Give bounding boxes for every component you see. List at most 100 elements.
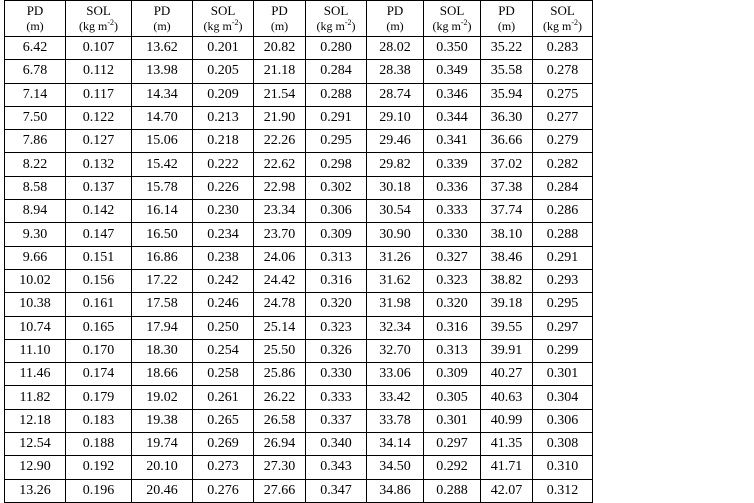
pd-cell: 27.66 — [253, 478, 306, 503]
table-row: 8.22 0.132 15.42 0.222 22.62 0.298 29.82 0.339 3… — [4, 152, 593, 177]
sol-cell: 0.254 — [192, 338, 254, 364]
header-sol-unit-exponent: -2 — [571, 18, 578, 27]
sol-cell: 0.261 — [192, 385, 254, 410]
pd-cell: 11.46 — [4, 362, 66, 387]
pd-cell: 40.63 — [480, 385, 533, 410]
pd-cell: 39.55 — [480, 315, 533, 340]
pd-cell: 25.14 — [253, 315, 306, 340]
header-pd: PD (m) — [480, 0, 533, 37]
table-row: 7.50 0.122 14.70 0.213 21.90 0.291 29.10 0.344 3… — [4, 105, 593, 131]
table-row: 9.66 0.151 16.86 0.238 24.06 0.313 31.26 0.327 3… — [4, 245, 593, 270]
header-pd-unit: (m) — [497, 19, 516, 33]
table-row: 8.94 0.142 16.14 0.230 23.34 0.306 30.54 0.333 3… — [4, 199, 593, 224]
pd-cell: 31.98 — [366, 292, 424, 317]
pd-cell: 30.54 — [366, 199, 424, 224]
header-pd: PD (m) — [253, 0, 306, 37]
header-sol-unit-base: (kg m — [203, 19, 232, 33]
header-sol-unit-exponent: -2 — [231, 18, 239, 27]
pd-cell: 20.10 — [131, 455, 193, 480]
pd-cell: 35.94 — [480, 82, 533, 107]
sol-cell: 0.343 — [305, 455, 367, 480]
pd-cell: 9.66 — [4, 245, 66, 270]
pd-cell: 17.22 — [131, 268, 193, 294]
pd-cell: 34.50 — [366, 455, 424, 480]
sol-cell: 0.230 — [192, 199, 254, 224]
pd-cell: 7.14 — [4, 82, 66, 107]
sol-cell: 0.282 — [532, 152, 593, 177]
sol-cell: 0.346 — [423, 82, 481, 107]
sol-cell: 0.333 — [423, 199, 481, 224]
pd-cell: 14.70 — [131, 105, 193, 131]
table-row: 11.10 0.170 18.30 0.254 25.50 0.326 32.70 0.313… — [4, 338, 593, 364]
sol-cell: 0.310 — [532, 455, 593, 480]
table-row: 6.42 0.107 13.62 0.201 20.82 0.280 28.02 0.350 3… — [4, 35, 593, 61]
header-sol-unit-close: ) — [351, 19, 356, 33]
pd-cell: 10.02 — [4, 268, 66, 294]
pd-cell: 37.74 — [480, 199, 533, 224]
sol-cell: 0.330 — [305, 362, 367, 387]
sol-cell: 0.320 — [305, 292, 367, 317]
pd-cell: 13.62 — [131, 35, 193, 61]
pd-cell: 8.94 — [4, 199, 66, 224]
header-sol-unit-exponent: -2 — [107, 18, 114, 27]
sol-cell: 0.298 — [305, 152, 367, 177]
pd-cell: 8.58 — [4, 175, 66, 201]
pd-cell: 6.78 — [4, 59, 66, 84]
pd-cell: 15.78 — [131, 175, 193, 201]
pd-cell: 21.54 — [253, 82, 306, 107]
pd-cell: 7.50 — [4, 105, 66, 131]
header-sol: SOL (kg m-2) — [423, 0, 481, 37]
header-sol-label: SOL — [439, 3, 465, 18]
pd-cell: 37.02 — [480, 152, 533, 177]
sol-cell: 0.117 — [65, 82, 132, 107]
sol-cell: 0.304 — [532, 385, 593, 410]
sol-cell: 0.278 — [532, 59, 593, 84]
sol-cell: 0.161 — [65, 292, 132, 317]
header-pd-unit: (m) — [386, 19, 404, 33]
pd-cell: 29.10 — [366, 105, 424, 131]
pd-cell: 17.94 — [131, 315, 193, 340]
table-row: 7.86 0.127 15.06 0.218 22.26 0.295 29.46 0.341 3… — [4, 129, 593, 154]
sol-cell: 0.299 — [532, 338, 593, 364]
pd-cell: 24.78 — [253, 292, 306, 317]
sol-cell: 0.320 — [423, 292, 481, 317]
pd-cell: 9.30 — [4, 222, 66, 247]
sol-cell: 0.341 — [423, 129, 481, 154]
table-body: 6.42 0.107 13.62 0.201 20.82 0.280 28.02 0.350 3… — [4, 35, 593, 503]
sol-cell: 0.226 — [192, 175, 254, 201]
pd-cell: 34.14 — [366, 432, 424, 457]
header-sol-unit-base: (kg m — [78, 19, 108, 33]
sol-cell: 0.288 — [305, 82, 367, 107]
sol-cell: 0.283 — [532, 35, 593, 61]
pd-cell: 11.82 — [4, 385, 66, 410]
pd-cell: 23.34 — [253, 199, 306, 224]
sol-cell: 0.301 — [423, 408, 481, 434]
pd-cell: 33.06 — [366, 362, 424, 387]
sol-cell: 0.327 — [423, 245, 481, 270]
sol-cell: 0.336 — [423, 175, 481, 201]
sol-cell: 0.165 — [65, 315, 132, 340]
table-row: 12.18 0.183 19.38 0.265 26.58 0.337 33.78 0.301… — [4, 408, 593, 434]
sol-cell: 0.295 — [305, 129, 367, 154]
header-pd-unit: (m) — [270, 19, 289, 33]
pd-cell: 15.42 — [131, 152, 193, 177]
sol-cell: 0.179 — [65, 385, 132, 410]
sol-cell: 0.291 — [305, 105, 367, 131]
sol-cell: 0.339 — [423, 152, 481, 177]
sol-cell: 0.306 — [532, 408, 593, 434]
sol-cell: 0.246 — [192, 292, 254, 317]
pd-cell: 22.62 — [253, 152, 306, 177]
pd-cell: 14.34 — [131, 82, 193, 107]
sol-cell: 0.305 — [423, 385, 481, 410]
pd-cell: 12.18 — [4, 408, 66, 434]
sol-cell: 0.306 — [305, 199, 367, 224]
sol-cell: 0.170 — [65, 338, 132, 364]
pd-cell: 36.30 — [480, 105, 533, 131]
header-pd-label: PD — [386, 3, 404, 18]
pd-cell: 16.14 — [131, 199, 193, 224]
header-pd: PD (m) — [366, 0, 424, 37]
sol-cell: 0.309 — [305, 222, 367, 247]
table-row: 12.54 0.188 19.74 0.269 26.94 0.340 34.14 0.297… — [4, 432, 593, 457]
sol-cell: 0.218 — [192, 129, 254, 154]
sol-cell: 0.188 — [65, 432, 132, 457]
